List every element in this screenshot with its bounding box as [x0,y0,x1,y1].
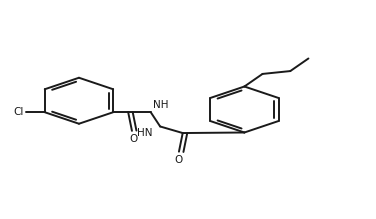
Text: O: O [130,134,138,144]
Text: Cl: Cl [14,107,24,117]
Text: O: O [175,155,183,165]
Text: HN: HN [137,127,153,138]
Text: NH: NH [153,101,168,111]
